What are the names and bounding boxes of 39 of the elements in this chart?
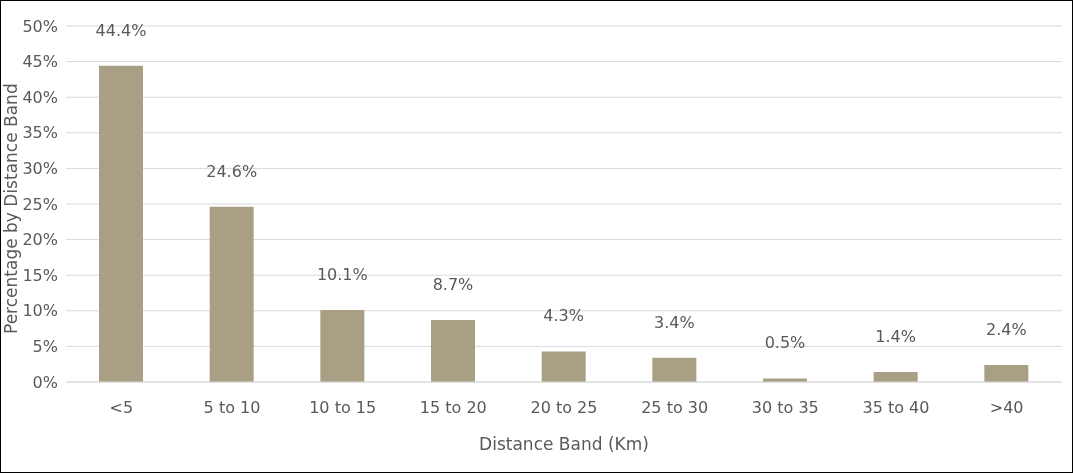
x-tick-label: 15 to 20	[419, 398, 487, 418]
bar	[541, 351, 586, 382]
data-label: 2.4%	[986, 319, 1027, 339]
bar	[984, 364, 1029, 382]
y-axis-title: Percentage by Distance Band	[1, 83, 22, 334]
x-tick-label: >40	[989, 398, 1024, 418]
y-tick-label: 40%	[22, 87, 58, 107]
y-tick-label: 50%	[22, 16, 58, 36]
bar	[209, 206, 254, 382]
x-tick-label: 25 to 30	[641, 398, 709, 418]
data-label: 10.1%	[316, 265, 368, 285]
data-label: 0.5%	[764, 333, 806, 353]
y-tick-label: 25%	[22, 194, 58, 214]
y-tick-label: 30%	[22, 159, 58, 179]
x-tick-label: <5	[109, 398, 134, 418]
bar	[320, 310, 365, 382]
x-axis-title: Distance Band (Km)	[479, 434, 649, 454]
data-label: 8.7%	[432, 275, 474, 295]
data-label: 44.4%	[95, 20, 147, 40]
bar	[873, 372, 918, 382]
x-tick-label: 10 to 15	[309, 398, 377, 418]
y-tick-label: 45%	[22, 52, 58, 72]
data-label: 3.4%	[654, 312, 695, 332]
bar	[652, 357, 697, 382]
y-tick-label: 20%	[22, 230, 58, 250]
x-tick-label: 30 to 35	[751, 398, 819, 418]
x-tick-label: 5 to 10	[203, 398, 261, 418]
x-tick-label: 35 to 40	[862, 398, 930, 418]
y-tick-label: 15%	[22, 265, 58, 285]
y-tick-label: 10%	[22, 301, 58, 321]
y-tick-label: 5%	[32, 337, 58, 357]
data-label: 1.4%	[875, 327, 916, 347]
data-label: 24.6%	[206, 161, 258, 181]
bar	[99, 65, 143, 382]
data-label: 4.3%	[543, 306, 584, 326]
y-tick-label: 35%	[22, 123, 58, 143]
bar	[431, 320, 475, 382]
x-tick-label: 20 to 25	[530, 398, 598, 418]
y-tick-label: 0%	[32, 372, 58, 392]
